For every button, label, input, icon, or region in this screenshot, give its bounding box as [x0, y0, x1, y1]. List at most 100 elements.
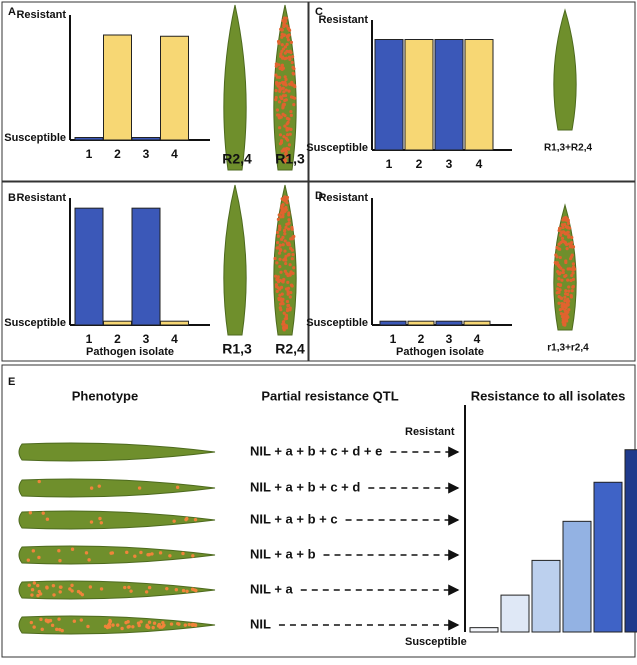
lesion	[283, 45, 287, 49]
lesion	[564, 317, 569, 321]
lesion	[284, 16, 288, 20]
bar	[531, 559, 561, 633]
lesion	[278, 248, 283, 252]
lesion	[282, 33, 286, 38]
y-tick-label: Susceptible	[306, 317, 368, 329]
lesion	[169, 622, 174, 626]
lesion	[31, 549, 36, 553]
lesion	[564, 303, 568, 307]
qtl-label: NIL	[250, 616, 271, 631]
lesion	[286, 38, 290, 42]
lesion	[187, 622, 191, 627]
lesion	[284, 88, 288, 92]
lesion	[568, 245, 572, 249]
lesion	[194, 588, 198, 593]
panel-letter: D	[315, 190, 323, 202]
lesion	[286, 292, 290, 296]
lesion	[278, 257, 282, 261]
lesion	[89, 520, 94, 524]
lesion	[293, 96, 297, 100]
lesion	[287, 143, 291, 147]
lesion	[70, 583, 74, 588]
leaf	[223, 4, 247, 171]
y-tick-label: Resistant	[318, 14, 368, 26]
lesion	[281, 243, 285, 247]
lesion	[287, 252, 291, 257]
lesion	[276, 240, 280, 245]
lesion	[569, 255, 573, 259]
lesion	[278, 293, 282, 297]
lesion	[567, 299, 571, 303]
lesion	[571, 285, 575, 289]
lesion	[566, 278, 570, 282]
lesion	[571, 268, 575, 272]
lesion	[41, 511, 45, 515]
lesion	[278, 81, 282, 86]
lesion	[283, 124, 287, 128]
lesion	[275, 230, 280, 235]
lesion	[45, 586, 49, 590]
lesion	[279, 270, 283, 274]
lesion	[565, 314, 569, 318]
lesion	[177, 622, 181, 626]
lesion	[288, 263, 292, 267]
leaf	[553, 8, 577, 131]
bar	[593, 481, 623, 633]
lesion	[283, 249, 287, 253]
x-tick-label: 1	[86, 332, 93, 346]
lesion	[274, 89, 278, 93]
lesion	[563, 222, 567, 227]
lesion	[183, 623, 188, 627]
lesion	[133, 554, 137, 558]
lesion	[284, 313, 288, 317]
lesion	[277, 113, 281, 117]
lesion	[70, 547, 75, 551]
x-tick-label: 1	[390, 332, 397, 346]
lesion	[68, 587, 72, 591]
lesion	[190, 587, 195, 591]
leaf-label: R2,4	[275, 341, 305, 357]
lesion	[558, 255, 562, 260]
lesion	[280, 208, 284, 212]
leaf	[18, 545, 216, 565]
lesion	[564, 273, 568, 278]
bar	[103, 34, 132, 141]
lesion	[290, 82, 294, 86]
bar	[379, 320, 407, 326]
y-tick-label: Susceptible	[4, 317, 66, 329]
lesion	[557, 277, 561, 281]
lesion	[571, 262, 575, 266]
lesion	[278, 243, 282, 247]
lesion	[57, 617, 61, 621]
lesion	[560, 223, 564, 227]
leaf-label: R1,3	[222, 341, 252, 357]
lesion	[37, 555, 41, 560]
lesion	[564, 242, 569, 247]
lesion	[116, 623, 120, 627]
lesion	[30, 588, 35, 592]
lesion	[158, 551, 163, 555]
lesion	[284, 208, 288, 212]
lesion	[40, 627, 44, 632]
lesion	[275, 261, 279, 265]
lesion	[561, 317, 565, 322]
lesion	[88, 585, 93, 589]
bar	[131, 137, 161, 141]
lesion	[555, 291, 559, 295]
column-header: Partial resistance QTL	[261, 388, 398, 403]
lesion	[282, 22, 286, 27]
lesion	[567, 242, 571, 246]
lesion	[276, 234, 280, 238]
lesion	[287, 213, 291, 217]
lesion	[32, 625, 36, 629]
lesion	[79, 618, 84, 622]
x-tick-label: 4	[474, 332, 481, 346]
lesion	[161, 624, 166, 628]
lesion	[287, 117, 291, 121]
lesion	[561, 270, 565, 275]
lesion	[39, 617, 43, 622]
bar	[463, 320, 491, 326]
lesion	[281, 320, 286, 324]
lesion	[285, 42, 289, 47]
y-tick-label: Susceptible	[405, 636, 467, 648]
